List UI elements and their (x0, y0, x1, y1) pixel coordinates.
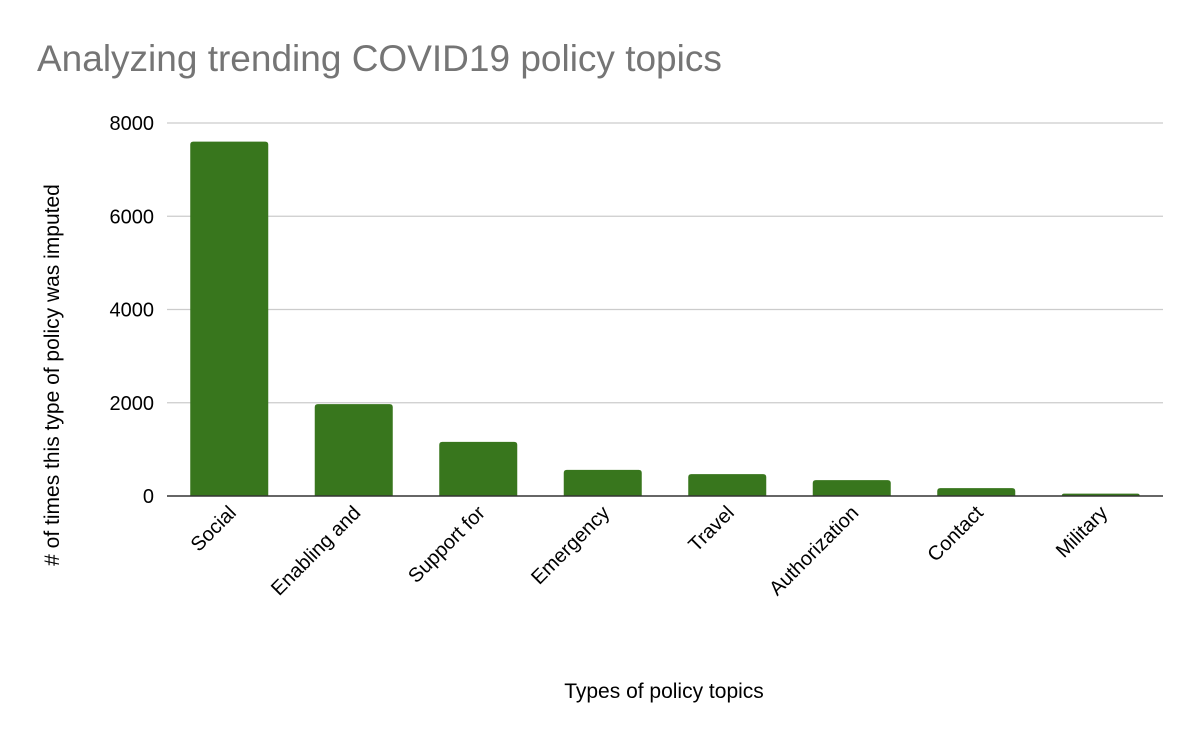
y-axis-title: # of times this type of policy was imput… (41, 184, 64, 566)
bar-social (190, 141, 269, 496)
x-tick-label: Travel (684, 502, 738, 556)
gridlines (167, 122, 1163, 404)
y-tick-label: 0 (143, 486, 154, 508)
x-axis-title: Types of policy topics (564, 680, 764, 703)
x-tick-label: Social (187, 502, 241, 556)
chart-title: Analyzing trending COVID19 policy topics (37, 38, 722, 79)
bar-travel (688, 474, 767, 496)
x-tick-label: Military (1052, 502, 1112, 562)
x-tick-label: Authorization (765, 502, 863, 600)
bar-enabling-and (314, 404, 393, 496)
y-tick-label: 6000 (110, 206, 155, 228)
x-tick-label: Support for (404, 502, 490, 588)
x-tick-label: Contact (923, 502, 988, 567)
bar-support-for (439, 441, 518, 496)
bar-contact (937, 488, 1016, 496)
bars (190, 141, 1140, 496)
x-tick-label: Emergency (527, 502, 614, 589)
x-tick-label: Enabling and (267, 502, 365, 600)
y-tick-label: 8000 (110, 113, 155, 135)
bar-authorization (812, 480, 891, 496)
y-tick-label: 4000 (110, 300, 155, 322)
bar-emergency (563, 469, 642, 496)
y-tick-label: 2000 (110, 393, 155, 415)
